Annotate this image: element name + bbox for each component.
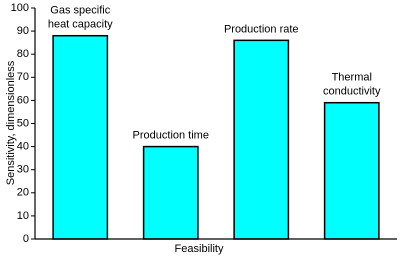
y-tick-label: 70 — [17, 71, 29, 83]
x-axis-label: Feasibility — [175, 243, 224, 255]
bar-label: Production time — [133, 130, 209, 142]
y-tick-label: 90 — [17, 25, 29, 37]
y-tick-label: 30 — [17, 164, 29, 176]
y-axis-label: Sensitivity, dimensionless — [5, 60, 17, 185]
bar — [323, 101, 380, 240]
y-tick-label: 50 — [17, 117, 29, 129]
y-tick-label: 100 — [11, 2, 29, 14]
y-tick-label: 0 — [23, 233, 29, 245]
bar-label: Gas specific heat capacity — [48, 5, 113, 31]
y-tick-label: 20 — [17, 187, 29, 199]
bar-label: Production rate — [224, 23, 299, 35]
bar — [52, 34, 109, 240]
bar-label: Thermal conductivity — [323, 72, 381, 98]
y-tick-label: 40 — [17, 141, 29, 153]
y-tick-label: 60 — [17, 94, 29, 106]
bar — [233, 39, 290, 240]
bar — [142, 145, 199, 240]
y-tick-label: 80 — [17, 48, 29, 60]
y-tick-label: 10 — [17, 210, 29, 222]
